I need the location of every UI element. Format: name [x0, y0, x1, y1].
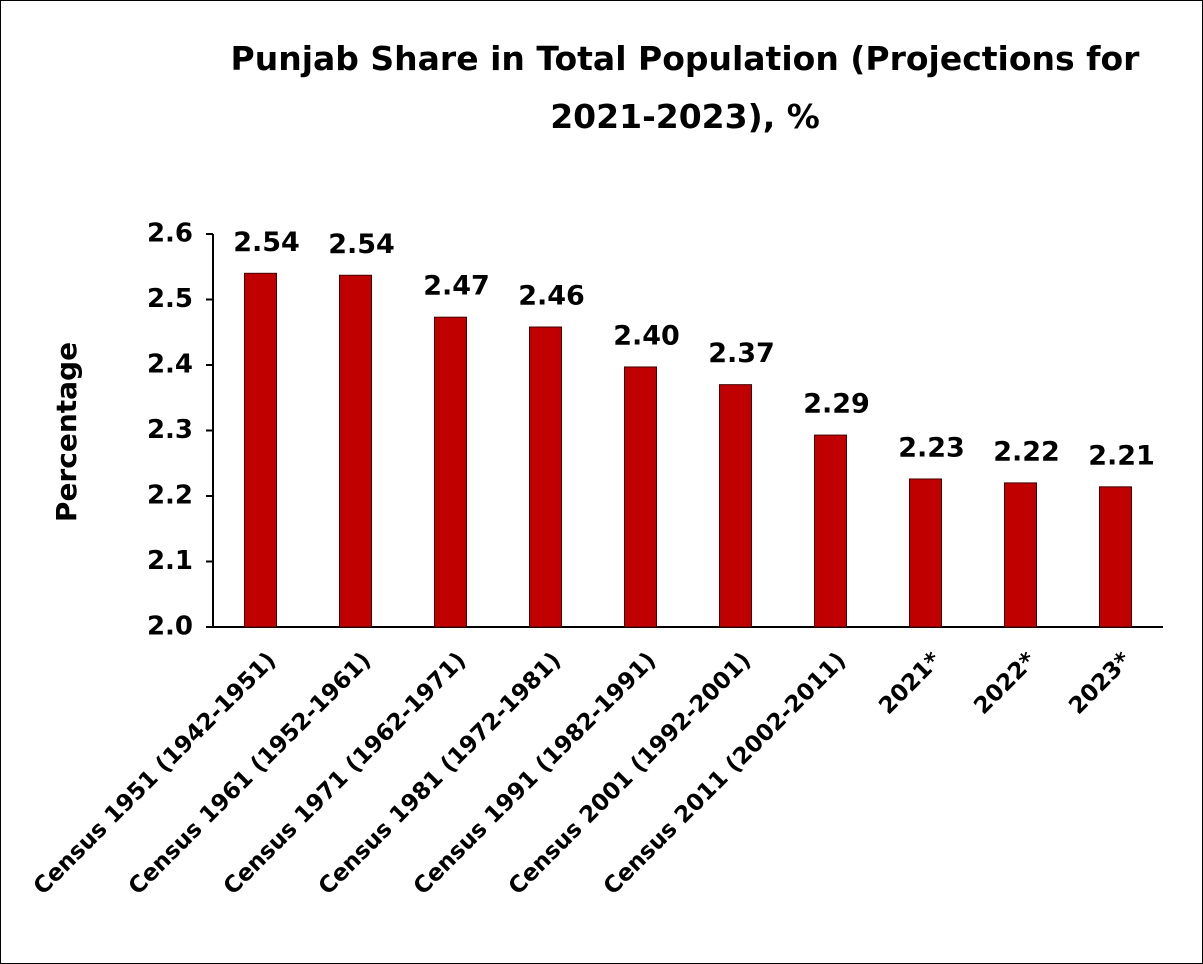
y-tick-label: 2.1: [147, 546, 193, 576]
data-label: 2.54: [233, 227, 300, 258]
bar: [1004, 482, 1037, 628]
bar: [244, 272, 277, 628]
y-tick-label: 2.4: [147, 350, 193, 380]
data-label: 2.23: [898, 432, 965, 463]
y-tick-label: 2.5: [147, 284, 193, 314]
y-tick-label: 2.6: [147, 219, 193, 249]
bar: [624, 366, 657, 628]
data-label: 2.54: [328, 229, 395, 260]
data-label: 2.29: [803, 389, 870, 420]
data-label: 2.46: [518, 281, 585, 312]
chart-title: Punjab Share in Total Population (Projec…: [230, 39, 1140, 136]
bar: [339, 274, 372, 628]
bar: [434, 316, 467, 628]
data-label: 2.21: [1088, 440, 1155, 471]
bar: [814, 434, 847, 628]
x-tick-label: 2021*: [874, 647, 946, 719]
y-tick-label: 2.0: [147, 612, 193, 642]
bar: [909, 478, 942, 628]
y-axis-label: Percentage: [50, 342, 83, 522]
bar: [719, 384, 752, 628]
y-tick-label: 2.3: [147, 415, 193, 445]
y-tick-label: 2.2: [147, 481, 193, 511]
bar: [1099, 486, 1132, 628]
data-label: 2.37: [708, 338, 775, 369]
data-label: 2.40: [613, 320, 680, 351]
data-label: 2.47: [423, 271, 490, 302]
data-label: 2.22: [993, 436, 1060, 467]
x-tick-label: 2022*: [969, 647, 1041, 719]
bar: [529, 326, 562, 628]
x-tick-label: 2023*: [1064, 647, 1136, 719]
